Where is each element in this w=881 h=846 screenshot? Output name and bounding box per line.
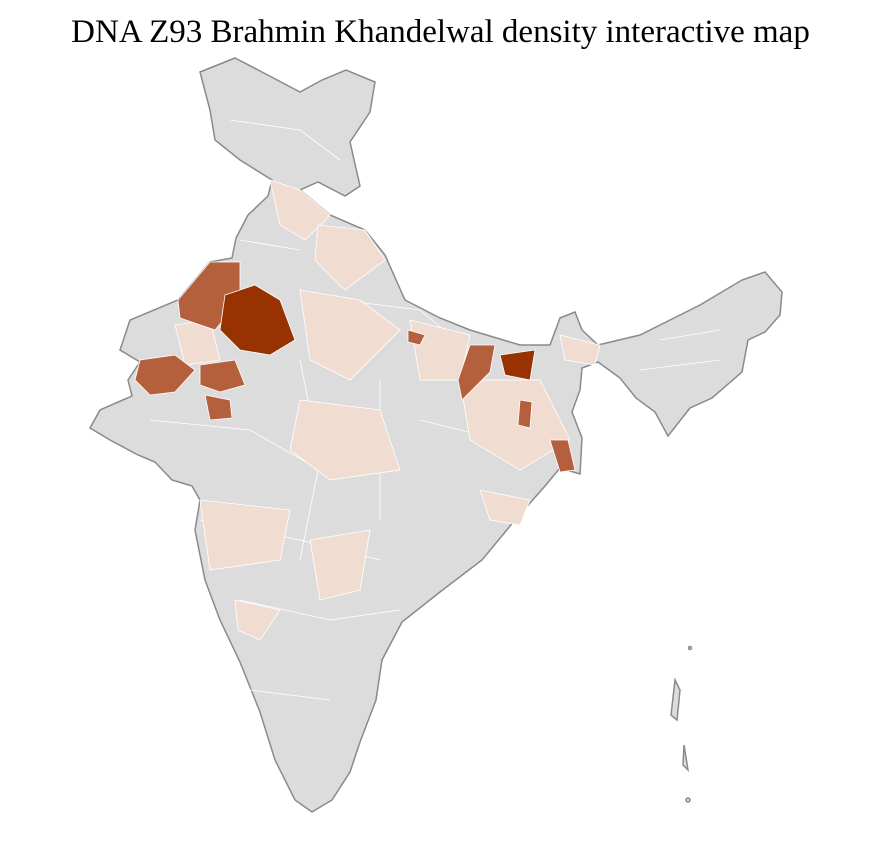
- map-title: DNA Z93 Brahmin Khandelwal density inter…: [71, 14, 810, 50]
- density-regions: [134, 179, 601, 641]
- islands: [670, 645, 693, 803]
